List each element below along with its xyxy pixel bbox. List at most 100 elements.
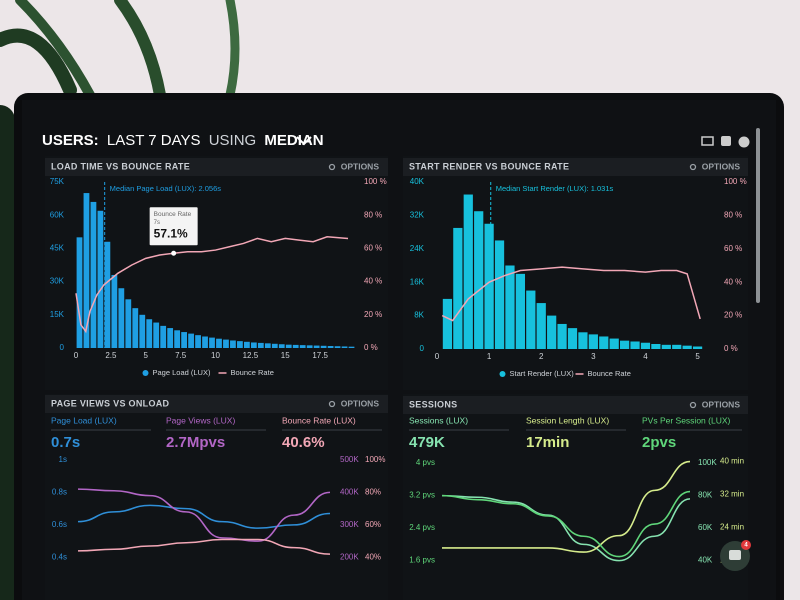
y2-tick-label: 60 % (724, 244, 742, 253)
y2-tick-label: 20 % (724, 311, 742, 320)
dropdown-caret[interactable] (296, 136, 312, 146)
y2-tick-label: 100K (698, 458, 717, 467)
bar (526, 290, 536, 349)
stat-value: 40.6% (282, 434, 325, 451)
bar (285, 344, 292, 348)
x-tick-label: 15 (281, 351, 290, 360)
x-tick-label: 5 (695, 352, 700, 361)
y-tick-label: 30K (50, 277, 65, 286)
stat-label: Session Length (LUX) (526, 415, 609, 425)
y3-tick-label: 80% (365, 487, 381, 496)
y-tick-label: 60K (50, 210, 65, 219)
bar (83, 193, 90, 348)
legend-swatch (499, 371, 506, 377)
bar (132, 308, 139, 348)
x-tick-label: 5 (144, 351, 149, 360)
bar (484, 223, 494, 349)
y-tick-label: 45K (50, 244, 65, 253)
bar (599, 336, 609, 349)
stat-value: 17min (526, 434, 569, 451)
y2-tick-label: 100 % (364, 177, 387, 186)
bar (327, 346, 334, 348)
tooltip-point (171, 250, 177, 256)
options-icon (328, 400, 336, 408)
bar (278, 344, 285, 348)
x-tick-label: 1 (487, 352, 492, 361)
options-button[interactable]: OPTIONS (341, 161, 380, 171)
x-tick-label: 10 (211, 351, 220, 360)
median-label: Median Start Render (LUX): 1.031s (496, 184, 614, 193)
bar (463, 194, 473, 349)
bar (453, 227, 463, 349)
bar (609, 338, 619, 349)
stat-value: 2.7Mpvs (166, 434, 225, 451)
x-tick-label: 2 (539, 352, 544, 361)
bar (250, 342, 257, 348)
bar (515, 273, 525, 349)
legend-label: Page Load (LUX) (153, 368, 211, 377)
help-icon[interactable] (738, 136, 750, 148)
legend-label: Bounce Rate (588, 369, 631, 378)
y2-tick-label: 40 % (364, 277, 382, 286)
bar (567, 328, 578, 349)
bar (97, 210, 104, 348)
x-tick-label: 0 (74, 351, 79, 360)
monitor-icon[interactable] (701, 136, 714, 146)
x-tick-label: 12.5 (243, 351, 259, 360)
title-part: MEDIAN (264, 132, 323, 149)
x-tick-label: 0 (435, 352, 440, 361)
bar (588, 334, 598, 349)
notification-badge (741, 540, 751, 550)
bar (230, 340, 236, 348)
stat-label: Sessions (LUX) (409, 415, 468, 425)
options-icon (328, 163, 336, 171)
dashboard-title[interactable]: USERS: LAST 7 DAYS USING MEDIAN (42, 132, 324, 149)
series-line (77, 538, 331, 555)
bar (111, 274, 118, 348)
y-tick-label: 1s (59, 455, 67, 464)
bar (264, 343, 271, 348)
y2-tick-label: 200K (340, 552, 359, 561)
plant (0, 0, 240, 600)
bar (167, 328, 174, 348)
options-button[interactable]: OPTIONS (702, 399, 741, 409)
bar (651, 343, 661, 349)
y-tick-label: 1.6 pvs (409, 556, 435, 565)
scrollbar[interactable] (756, 128, 760, 303)
bar (292, 344, 299, 348)
bar (153, 322, 160, 348)
bar (341, 346, 348, 348)
y3-tick-label: 40% (365, 552, 381, 561)
chat-icon (729, 550, 741, 560)
bar (672, 344, 682, 349)
bar (536, 303, 546, 349)
series-line (441, 490, 691, 558)
bar (692, 346, 703, 349)
tooltip-title: Bounce Rate (154, 211, 192, 218)
y-tick-label: 15K (50, 310, 65, 319)
bar (139, 314, 146, 348)
y-tick-label: 8K (414, 311, 424, 320)
tooltip (149, 207, 198, 246)
image-icon[interactable] (721, 136, 731, 146)
options-button[interactable]: OPTIONS (702, 161, 741, 171)
y-tick-label: 32K (410, 211, 425, 220)
bar (90, 201, 97, 348)
options-button[interactable]: OPTIONS (341, 398, 380, 408)
stat-value: 0.7s (51, 434, 80, 451)
y2-tick-label: 80 % (724, 211, 742, 220)
bar (306, 345, 313, 348)
bar (257, 342, 264, 348)
bar (160, 325, 167, 348)
y3-tick-label: 32 min (720, 490, 744, 499)
stat-label: Bounce Rate (LUX) (282, 415, 356, 425)
bar (505, 265, 515, 349)
y2-tick-label: 80K (698, 491, 713, 500)
bar (547, 315, 557, 349)
y-tick-label: 75K (50, 177, 65, 186)
bar (209, 337, 215, 348)
y2-tick-label: 20 % (364, 310, 382, 319)
stat-label: PVs Per Session (LUX) (642, 415, 731, 425)
